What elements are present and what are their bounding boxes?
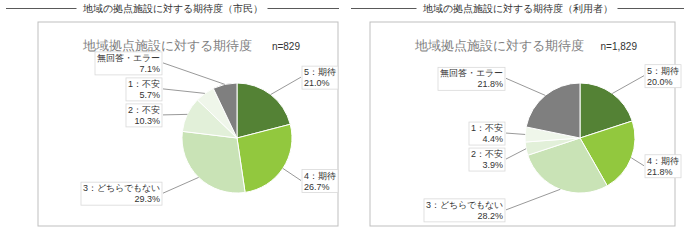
label-box — [126, 78, 162, 101]
label-box — [645, 155, 681, 178]
leader-line — [506, 78, 545, 95]
data-label: 2：不安10.3% — [126, 104, 162, 127]
heading-rule — [351, 8, 417, 9]
pie-slice — [182, 131, 245, 193]
category-label: 1：不安 — [128, 79, 160, 89]
label-box — [302, 170, 338, 193]
label-box — [424, 199, 505, 222]
label-box — [95, 52, 162, 75]
chart-panel: 地域の拠点施設に対する期待度（利用者） 地域拠点施設に対する期待度 n=1,829 5… — [351, 3, 684, 226]
value-label: 3.9% — [482, 160, 503, 170]
leader-line — [163, 63, 225, 84]
slices — [182, 83, 292, 193]
value-label: 10.3% — [134, 116, 160, 126]
heading-rule — [6, 8, 77, 9]
leader-line — [163, 114, 187, 116]
leader-line — [163, 177, 199, 193]
value-label: 21.8% — [477, 79, 503, 89]
value-label: 20.0% — [647, 77, 673, 87]
category-label: 無回答・エラー — [97, 53, 160, 63]
label-box — [126, 104, 162, 127]
category-label: 1：不安 — [471, 123, 503, 133]
label-box — [81, 182, 162, 205]
value-label: 21.0% — [304, 78, 330, 88]
data-label: 3：どちらでもない29.3% — [81, 182, 162, 205]
heading: 地域の拠点施設に対する期待度（市民） — [82, 3, 263, 14]
leader-line — [506, 133, 525, 134]
value-label: 26.7% — [304, 182, 330, 192]
chart-frame — [38, 22, 338, 226]
chart-root: 地域の拠点施設に対する期待度（市民）地域拠点施設に対する期待度n=8295：期待… — [0, 0, 690, 233]
slices — [525, 83, 635, 193]
category-label: 無回答・エラー — [440, 68, 503, 78]
title: 地域拠点施設に対する期待度 — [82, 38, 252, 53]
data-labels: 5：期待20.0%4：期待21.8%3：どちらでもない28.2%2：不安3.9%… — [424, 65, 681, 222]
leader-line — [631, 158, 644, 166]
leader-line — [283, 168, 301, 180]
data-labels: 5：期待21.0% 4：期待26.7% 3：どちらでもない29.3% 2：不安10.3… — [81, 52, 338, 205]
pie-slice — [237, 124, 292, 192]
label-box — [469, 148, 505, 171]
value-label: 28.2% — [477, 211, 503, 221]
chart-panel: 地域の拠点施設に対する期待度（市民）地域拠点施設に対する期待度n=8295：期待… — [6, 3, 339, 226]
value-label: 7.1% — [139, 64, 160, 74]
leader-line — [163, 89, 205, 93]
category-label: 4：期待 — [647, 156, 679, 166]
leader-line — [612, 76, 644, 94]
data-label: 5：期待21.0% — [302, 66, 338, 89]
label-box — [469, 122, 505, 145]
heading-rule — [268, 8, 340, 9]
label-box — [645, 65, 681, 88]
value-label: 21.8% — [647, 167, 673, 177]
sample-size: n=1,829 — [601, 41, 638, 52]
label-box — [438, 67, 505, 90]
data-label: 1：不安4.4% — [469, 122, 505, 145]
data-label: 無回答・エラー7.1% — [95, 52, 162, 75]
data-label: 2：不安3.9% — [469, 148, 505, 171]
chart-frame — [370, 22, 675, 226]
value-label: 29.3% — [134, 194, 160, 204]
category-label: 4：期待 — [304, 171, 336, 181]
heading-rule — [618, 8, 685, 9]
data-label: 4：期待21.8% — [645, 155, 681, 178]
value-label: 5.7% — [139, 90, 160, 100]
label-box — [302, 66, 338, 89]
leader-line — [506, 149, 526, 159]
leader-line — [271, 77, 301, 94]
leader-line — [506, 189, 560, 210]
data-label: 3：どちらでもない28.2% — [424, 199, 505, 222]
pie-slice — [526, 83, 580, 138]
heading: 地域の拠点施設に対する期待度（利用者） — [422, 3, 613, 14]
category-label: 2：不安 — [128, 105, 160, 115]
title: 地域拠点施設に対する期待度 — [414, 38, 584, 53]
data-label: 1：不安5.7% — [126, 78, 162, 101]
pie-slice — [213, 83, 237, 138]
category-label: 3：どちらでもない — [426, 200, 503, 210]
data-label: 無回答・エラー21.8% — [438, 67, 505, 90]
category-label: 2：不安 — [471, 149, 503, 159]
data-label: 4：期待26.7% — [302, 170, 338, 193]
category-label: 5：期待 — [304, 67, 336, 77]
data-label: 5：期待20.0% — [645, 65, 681, 88]
sample-size: n=829 — [272, 41, 301, 52]
value-label: 4.4% — [482, 134, 503, 144]
category-label: 5：期待 — [647, 66, 679, 76]
category-label: 3：どちらでもない — [83, 183, 160, 193]
